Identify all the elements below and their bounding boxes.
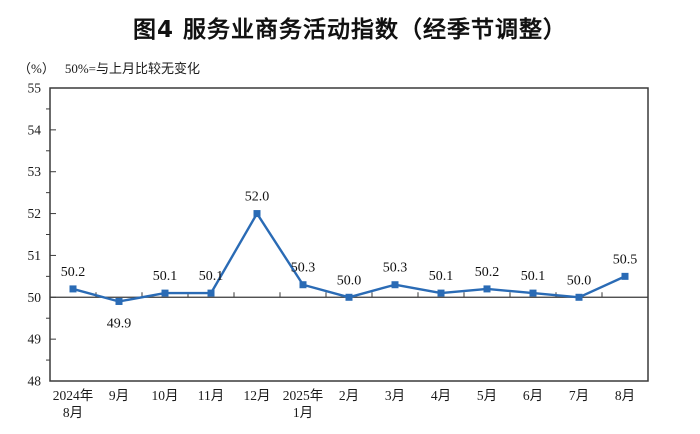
y-axis-tick-label: 51 bbox=[28, 248, 42, 263]
data-point-label: 50.3 bbox=[291, 261, 316, 276]
x-axis-tick-label: 2月 bbox=[339, 388, 359, 403]
y-axis-tick-label: 50 bbox=[28, 290, 42, 305]
data-point-label: 49.9 bbox=[107, 316, 132, 331]
data-point-marker bbox=[529, 289, 537, 297]
x-axis-tick-label: 4月 bbox=[431, 388, 451, 403]
data-point-marker bbox=[161, 289, 169, 297]
data-point-marker bbox=[437, 289, 445, 297]
data-point-label: 50.0 bbox=[567, 273, 592, 288]
x-axis-tick-label: 7月 bbox=[569, 388, 589, 403]
data-point-marker bbox=[253, 210, 261, 218]
x-axis-tick-label: 11月 bbox=[198, 388, 225, 403]
data-point-marker bbox=[299, 281, 307, 289]
data-point-label: 50.5 bbox=[613, 252, 638, 267]
data-point-label: 50.1 bbox=[199, 269, 224, 284]
data-point-marker bbox=[575, 293, 583, 301]
data-point-marker bbox=[483, 285, 491, 293]
data-point-label: 50.0 bbox=[337, 273, 362, 288]
y-axis-tick-label: 54 bbox=[28, 122, 42, 137]
x-axis-tick-label: 6月 bbox=[523, 388, 543, 403]
data-point-label: 50.1 bbox=[153, 269, 178, 284]
x-axis-tick-label: 9月 bbox=[109, 388, 129, 403]
x-axis-tick-label: 8月 bbox=[615, 388, 635, 403]
x-axis-tick-label: 2024年 8月 bbox=[53, 388, 94, 420]
x-axis-tick-label: 10月 bbox=[152, 388, 179, 403]
x-axis-tick-label: 5月 bbox=[477, 388, 497, 403]
data-point-marker bbox=[391, 281, 399, 289]
y-axis-tick-label: 48 bbox=[28, 374, 42, 389]
x-axis-tick-label: 12月 bbox=[244, 388, 271, 403]
y-axis-tick-label: 53 bbox=[28, 164, 42, 179]
data-point-marker bbox=[115, 297, 123, 305]
y-axis-tick-label: 52 bbox=[28, 206, 42, 221]
data-point-marker bbox=[69, 285, 77, 293]
data-point-label: 50.2 bbox=[475, 265, 500, 280]
data-point-label: 50.2 bbox=[61, 265, 86, 280]
y-axis-tick-label: 55 bbox=[28, 81, 42, 96]
y-axis-unit-label: （%） bbox=[18, 61, 55, 76]
data-point-marker bbox=[621, 272, 629, 280]
baseline-note: 50%=与上月比较无变化 bbox=[64, 61, 201, 76]
x-axis-tick-label: 2025年 1月 bbox=[283, 388, 324, 420]
data-point-label: 52.0 bbox=[245, 190, 270, 205]
plot-frame bbox=[49, 87, 649, 382]
data-point-label: 50.3 bbox=[383, 261, 408, 276]
chart-subtitle: （%） 50%=与上月比较无变化 bbox=[18, 58, 200, 77]
data-point-marker bbox=[345, 293, 353, 301]
y-axis-tick-label: 49 bbox=[28, 332, 42, 347]
data-point-label: 50.1 bbox=[521, 269, 546, 284]
x-axis-tick-label: 3月 bbox=[385, 388, 405, 403]
chart-title: 图4 服务业商务活动指数（经季节调整） bbox=[132, 17, 567, 43]
data-point-label: 50.1 bbox=[429, 269, 454, 284]
data-point-marker bbox=[207, 289, 215, 297]
